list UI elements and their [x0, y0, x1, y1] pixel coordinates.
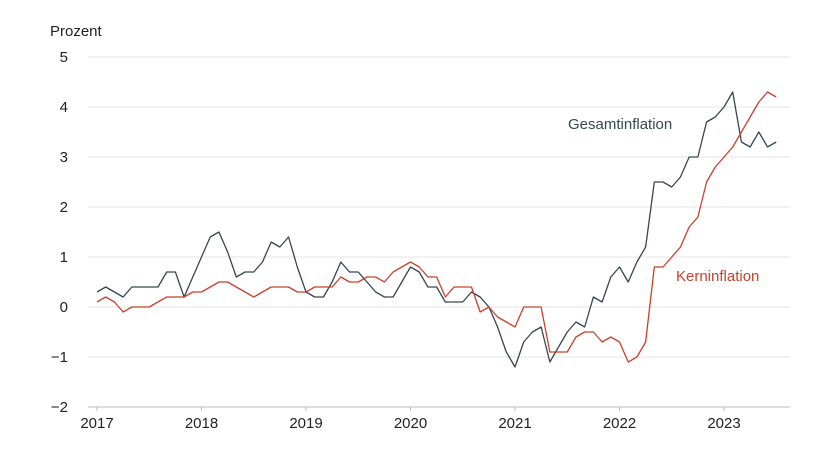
y-tick-label: 2 — [60, 199, 68, 216]
y-axis-tick-labels: −2 −1 0 1 2 3 4 5 — [51, 49, 68, 416]
x-tick-label: 2023 — [707, 415, 740, 432]
y-tick-label: −1 — [51, 349, 68, 366]
y-tick-label: −2 — [51, 399, 68, 416]
series-label-kerninflation: Kerninflation — [676, 268, 759, 285]
y-tick-label: 0 — [60, 299, 68, 316]
series-label-gesamtinflation: Gesamtinflation — [568, 116, 672, 133]
x-axis-tick-labels: 2017 2018 2019 2020 2021 2022 2023 — [80, 415, 740, 432]
x-tick-label: 2021 — [498, 415, 531, 432]
y-tick-label: 5 — [60, 49, 68, 66]
x-axis — [88, 406, 790, 411]
gridlines — [88, 56, 790, 358]
series-lines — [96, 91, 777, 368]
y-tick-label: 1 — [60, 249, 68, 266]
x-tick-label: 2017 — [80, 415, 113, 432]
x-tick-label: 2019 — [289, 415, 322, 432]
y-tick-label: 3 — [60, 149, 68, 166]
y-axis-unit-label: Prozent — [50, 23, 103, 40]
x-tick-label: 2022 — [603, 415, 636, 432]
x-tick-label: 2020 — [394, 415, 427, 432]
series-line-kerninflation — [96, 91, 777, 363]
series-line-gesamtinflation — [96, 91, 777, 368]
x-tick-label: 2018 — [185, 415, 218, 432]
y-tick-label: 4 — [60, 99, 68, 116]
